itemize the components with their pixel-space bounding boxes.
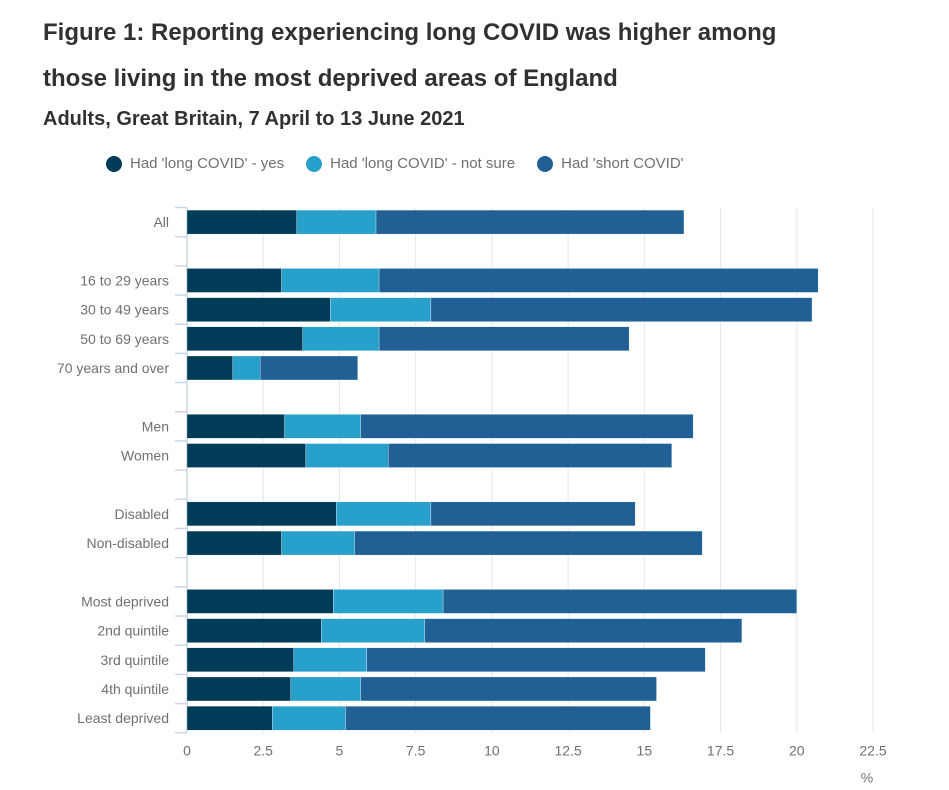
bar-segment-long-covid-not-sure [293,647,368,672]
legend-label: Had 'long COVID' - not sure [330,155,516,172]
category-label: 30 to 49 years [80,302,169,318]
bar-segment-long-covid-not-sure [321,618,425,643]
bar-segment-long-covid-not-sure [302,326,380,351]
x-axis-label: % [861,770,873,786]
category-label: 3rd quintile [101,652,170,668]
category-label: Non-disabled [87,535,170,551]
bar-segment-short-covid [375,209,685,235]
bar-segment-long-covid-yes [186,268,282,293]
bar-segment-short-covid [360,414,694,439]
legend: Had 'long COVID' - yes Had 'long COVID' … [106,155,684,172]
category-label: Least deprived [77,710,169,726]
x-tick-label: 7.5 [406,743,426,759]
bar-segment-long-covid-yes [186,530,282,556]
x-tick-label: 5 [336,743,344,759]
bar-segment-long-covid-yes [186,443,307,468]
legend-label: Had 'short COVID' [561,155,684,172]
bar-segment-short-covid [360,676,657,702]
category-label: Most deprived [81,593,169,609]
bar-segment-long-covid-yes [186,326,304,351]
x-tick-label: 20 [789,743,805,759]
bar-segment-long-covid-yes [186,589,334,614]
bar-segment-short-covid [378,326,630,351]
bar-segment-long-covid-not-sure [281,530,355,556]
bar-segment-long-covid-not-sure [305,443,389,468]
legend-dot-icon [306,155,323,172]
x-tick-label: 2.5 [253,743,273,759]
bar-segment-long-covid-yes [186,297,331,322]
bar-segment-long-covid-yes [186,209,297,235]
x-tick-label: 0 [183,743,191,759]
bar-segment-long-covid-not-sure [296,209,377,235]
bar-segment-short-covid [424,618,743,643]
bar-segment-short-covid [442,589,797,614]
bar-segment-long-covid-yes [186,706,273,731]
legend-label: Had 'long COVID' - yes [130,155,285,172]
bar-segment-long-covid-not-sure [330,297,432,322]
legend-dot-icon [537,155,554,172]
bar-segment-long-covid-not-sure [281,268,380,293]
bar-segment-short-covid [345,706,651,731]
bar-segment-long-covid-yes [186,618,322,643]
bar-segment-short-covid [366,647,706,672]
bar-segment-long-covid-not-sure [333,589,444,614]
legend-item-long-covid-yes[interactable]: Had 'long COVID' - yes [106,155,284,172]
bar-segment-long-covid-not-sure [232,355,261,381]
category-label: 16 to 29 years [80,272,169,288]
chart-subtitle: Adults, Great Britain, 7 April to 13 Jun… [43,108,465,130]
bar-segment-long-covid-yes [186,676,291,702]
x-tick-label: 15 [637,743,653,759]
bar-segment-short-covid [430,501,636,527]
x-tick-label: 10 [484,743,500,759]
bar-segment-short-covid [378,268,819,293]
category-label: 2nd quintile [97,623,169,639]
category-label: Men [142,418,169,434]
category-label: 70 years and over [57,360,169,376]
bar-segment-long-covid-not-sure [272,706,346,731]
x-tick-label: 17.5 [707,743,734,759]
bar-segment-long-covid-yes [186,414,285,439]
bar-segment-long-covid-yes [186,355,233,381]
legend-item-long-covid-not-sure[interactable]: Had 'long COVID' - not sure [306,155,515,172]
bar-segment-long-covid-not-sure [290,676,361,702]
category-label: 4th quintile [101,681,169,697]
bar-segment-long-covid-not-sure [336,501,432,527]
bar-segment-short-covid [388,443,672,468]
category-label: Disabled [115,506,169,522]
category-label: 50 to 69 years [80,331,169,347]
legend-dot-icon [106,155,122,172]
bar-segment-short-covid [260,355,358,381]
legend-item-short-covid[interactable]: Had 'short COVID' [537,155,684,172]
category-label: Women [121,448,169,464]
bar-segment-short-covid [430,297,813,322]
bar-segment-long-covid-not-sure [284,414,361,439]
x-tick-label: 22.5 [859,743,886,759]
bar-segment-short-covid [354,530,703,556]
x-tick-label: 12.5 [554,743,581,759]
chart-title: Figure 1: Reporting experiencing long CO… [43,19,777,92]
category-label: All [153,214,169,230]
bar-segment-long-covid-yes [186,501,337,527]
bar-segment-long-covid-yes [186,647,294,672]
